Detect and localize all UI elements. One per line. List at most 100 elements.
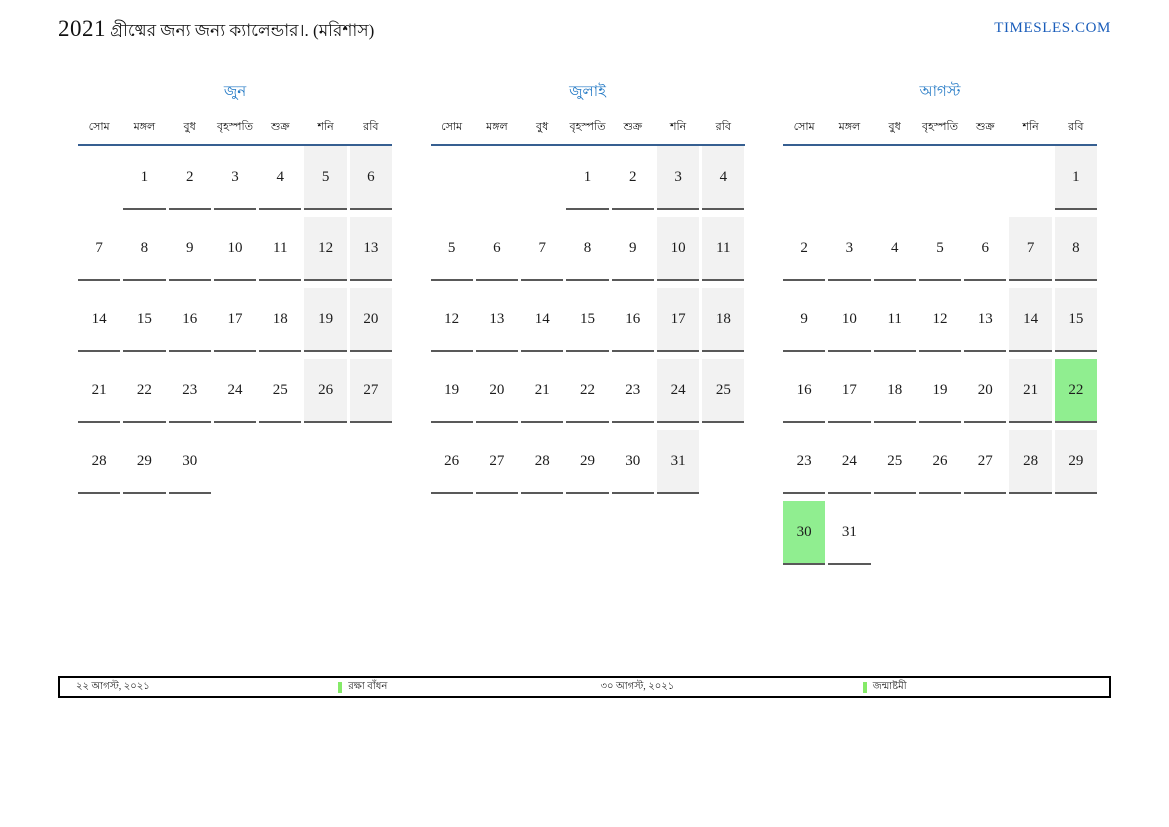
day-cell: 9: [168, 217, 211, 281]
day-cell: 23: [783, 430, 826, 494]
day-grid: 1 2 3 4 5 6 7 8 9 10 11 12 13 14 15 16 17 18 19 20 21 22 23 24 2…: [78, 146, 392, 494]
day-cell: 7: [1009, 217, 1052, 281]
day-cell: 19: [304, 288, 347, 352]
day-cell: 16: [783, 359, 826, 423]
weekday-label: বৃহস্পতি: [922, 121, 958, 133]
day-cell: 29: [566, 430, 609, 494]
month-title: আগস্ট: [919, 84, 961, 100]
day-cell: [964, 501, 1006, 565]
day-cell: 30: [611, 430, 654, 494]
day-cell: [350, 430, 392, 494]
day-cell: [214, 430, 256, 494]
title-text: গ্রীষ্মের জন্য জন্য ক্যালেন্ডার।. (মরিশা…: [110, 21, 375, 40]
day-cell: 15: [1054, 288, 1097, 352]
weekday-label: রবি: [715, 121, 731, 133]
weekday-label: শনি: [317, 121, 334, 133]
day-cell: 9: [783, 288, 826, 352]
weekday-label: শনি: [669, 121, 687, 133]
day-cell: [919, 501, 961, 565]
day-cell: 6: [475, 217, 519, 281]
day-cell: 13: [964, 288, 1007, 352]
weekday-label: মঙ্গল: [838, 121, 861, 133]
weekday-label: শুক্র: [270, 121, 290, 133]
day-cell: 24: [656, 359, 700, 423]
day-cell: 31: [828, 501, 871, 565]
day-cell: [919, 146, 961, 210]
weekday-row: সোম মঙ্গল বুধ বৃহস্পতি শুক্র শনি রবি: [430, 118, 745, 146]
day-cell: [521, 146, 563, 210]
day-cell: 21: [521, 359, 564, 423]
day-cell: 16: [168, 288, 211, 352]
day-cell: 21: [1009, 359, 1052, 423]
day-cell: 22: [1054, 359, 1097, 423]
day-grid: 1 2 3 4 5 6 7 8 9 10 11 12 13 14 15 16 17 18 19 20 21 22 23 24 2…: [783, 146, 1097, 565]
day-cell: 18: [873, 359, 916, 423]
day-cell: 21: [78, 359, 121, 423]
weekday-label: শুক্র: [975, 121, 995, 133]
day-cell: 11: [259, 217, 302, 281]
day-cell: 9: [611, 217, 654, 281]
day-cell: 27: [349, 359, 392, 423]
weekday-label: বৃহস্পতি: [569, 121, 606, 133]
legend-holiday-label: রক্ষা বাঁধন: [348, 680, 388, 692]
day-cell: [828, 146, 870, 210]
day-cell: 2: [168, 146, 211, 210]
day-cell: 13: [475, 288, 519, 352]
weekday-label: শনি: [1022, 121, 1039, 133]
weekday-label: সোম: [793, 121, 815, 133]
day-cell: 3: [828, 217, 871, 281]
month-title: জুন: [223, 84, 247, 100]
day-cell: [874, 501, 916, 565]
day-cell: 17: [213, 288, 257, 352]
day-cell: 16: [611, 288, 654, 352]
weekday-label: রবি: [363, 121, 379, 133]
day-cell: 10: [213, 217, 257, 281]
weekday-row: সোম মঙ্গল বুধ বৃহস্পতি শুক্র শনি রবি: [783, 118, 1097, 146]
day-cell: 27: [475, 430, 519, 494]
day-cell: [304, 430, 346, 494]
day-cell: [783, 146, 825, 210]
day-cell: 25: [873, 430, 916, 494]
weekday-label: বুধ: [183, 121, 196, 133]
page-title: 2021 গ্রীষ্মের জন্য জন্য ক্যালেন্ডার।. (…: [58, 16, 374, 46]
day-cell: 5: [430, 217, 473, 281]
day-cell: 18: [702, 288, 745, 352]
day-cell: 18: [259, 288, 302, 352]
day-cell: 26: [304, 359, 347, 423]
day-cell: 4: [873, 217, 916, 281]
day-cell: 12: [430, 288, 473, 352]
day-cell: 15: [566, 288, 609, 352]
day-cell: 28: [521, 430, 564, 494]
day-cell: [1009, 501, 1051, 565]
day-cell: 31: [656, 430, 700, 494]
legend-holiday: রক্ষা বাঁধন: [322, 679, 584, 696]
day-cell: [78, 146, 120, 210]
day-cell: 15: [123, 288, 166, 352]
day-cell: 26: [430, 430, 473, 494]
day-cell: 20: [349, 288, 392, 352]
weekday-label: রবি: [1068, 121, 1084, 133]
day-cell: 14: [521, 288, 564, 352]
day-cell: 6: [964, 217, 1007, 281]
brand-link[interactable]: TIMESLES.COM: [994, 20, 1111, 36]
day-cell: 8: [1054, 217, 1097, 281]
day-cell: 6: [349, 146, 392, 210]
day-cell: 3: [213, 146, 257, 210]
day-cell: 4: [259, 146, 302, 210]
day-cell: 12: [918, 288, 962, 352]
day-cell: 22: [123, 359, 166, 423]
day-cell: 19: [918, 359, 962, 423]
legend-date: ২২ আগস্ট, ২০২১: [60, 679, 322, 696]
day-cell: 23: [168, 359, 211, 423]
day-cell: 7: [521, 217, 564, 281]
day-cell: [1055, 501, 1097, 565]
day-grid: 1 2 3 4 5 6 7 8 9 10 11 12 13 14 15 16 17 18 19 20 21 22 23 24 2…: [430, 146, 745, 494]
day-cell: 14: [1009, 288, 1052, 352]
day-cell: [476, 146, 518, 210]
legend-date-text: ৩০ আগস্ট, ২০২১: [600, 680, 675, 692]
day-cell: [431, 146, 473, 210]
day-cell: 14: [78, 288, 121, 352]
day-cell: 10: [828, 288, 871, 352]
month-2: আগস্ট সোম মঙ্গল বুধ বৃহস্পতি শুক্র শনি রবি 1 2 3 4 5…: [783, 80, 1097, 630]
page-header: 2021 গ্রীষ্মের জন্য জন্য ক্যালেন্ডার।. (…: [0, 0, 1169, 46]
